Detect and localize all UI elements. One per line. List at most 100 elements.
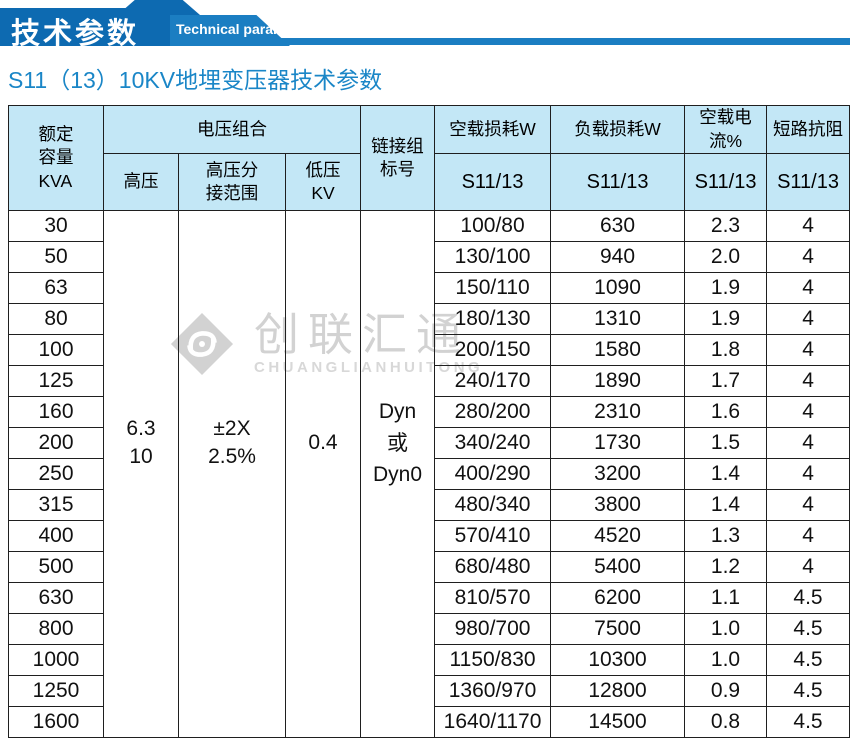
load-loss-cell: 6200: [550, 582, 686, 615]
kva-cell: 315: [8, 489, 104, 522]
header-sub-noload-current: S11/13: [684, 153, 768, 212]
header-sub-noload-loss: S11/13: [434, 153, 552, 212]
noload-current-cell: 1.6: [684, 396, 768, 429]
kva-cell: 400: [8, 520, 104, 553]
table-row: 100 200/150 1580 1.8 4: [8, 334, 850, 367]
kva-cell: 250: [8, 458, 104, 491]
header-noload-current: 空载电流%: [684, 104, 768, 155]
kva-cell: 1600: [8, 706, 104, 739]
impedance-cell: 4: [766, 272, 850, 305]
impedance-cell: 4: [766, 241, 850, 274]
kva-cell: 1000: [8, 644, 104, 677]
noload-loss-cell: 400/290: [434, 458, 552, 491]
noload-loss-cell: 180/130: [434, 303, 552, 336]
impedance-cell: 4: [766, 489, 850, 522]
noload-current-cell: 2.0: [684, 241, 768, 274]
noload-current-cell: 1.0: [684, 613, 768, 646]
noload-loss-cell: 810/570: [434, 582, 552, 615]
noload-loss-cell: 1640/1170: [434, 706, 552, 739]
header-impedance: 短路抗阻: [766, 104, 850, 155]
load-loss-cell: 1090: [550, 272, 686, 305]
noload-loss-cell: 340/240: [434, 427, 552, 460]
kva-cell: 200: [8, 427, 104, 460]
load-loss-cell: 1580: [550, 334, 686, 367]
impedance-cell: 4.5: [766, 675, 850, 708]
impedance-cell: 4: [766, 210, 850, 243]
noload-current-cell: 1.7: [684, 365, 768, 398]
noload-loss-cell: 680/480: [434, 551, 552, 584]
noload-loss-cell: 240/170: [434, 365, 552, 398]
impedance-cell: 4: [766, 458, 850, 491]
table-row: 80 180/130 1310 1.9 4: [8, 303, 850, 336]
noload-current-cell: 1.0: [684, 644, 768, 677]
header-voltage-group: 电压组合: [102, 104, 362, 155]
table-header: 额定 容量 KVA 电压组合 链接组 标号 空载损耗W 负载损耗W 空载电流% …: [8, 104, 850, 212]
noload-current-cell: 0.9: [684, 675, 768, 708]
header-sub-load-loss: S11/13: [550, 153, 686, 212]
impedance-cell: 4: [766, 551, 850, 584]
noload-loss-cell: 480/340: [434, 489, 552, 522]
noload-current-cell: 1.4: [684, 458, 768, 491]
header-capacity-label: 额定 容量 KVA: [38, 123, 74, 191]
noload-current-cell: 1.9: [684, 272, 768, 305]
noload-loss-cell: 100/80: [434, 210, 552, 243]
load-loss-cell: 3800: [550, 489, 686, 522]
impedance-cell: 4: [766, 365, 850, 398]
noload-current-cell: 0.8: [684, 706, 768, 739]
kva-cell: 100: [8, 334, 104, 367]
load-loss-cell: 10300: [550, 644, 686, 677]
load-loss-cell: 940: [550, 241, 686, 274]
impedance-cell: 4: [766, 303, 850, 336]
noload-current-cell: 1.5: [684, 427, 768, 460]
kva-cell: 63: [8, 272, 104, 305]
table-row: 63 150/110 1090 1.9 4: [8, 272, 850, 305]
header-sub-impedance: S11/13: [766, 153, 850, 212]
table-row: 400 570/410 4520 1.3 4: [8, 520, 850, 553]
header-vector-group: 链接组 标号: [360, 104, 436, 212]
lv-merged-cell: 0.4: [284, 210, 362, 739]
impedance-cell: 4.5: [766, 613, 850, 646]
kva-cell: 80: [8, 303, 104, 336]
impedance-cell: 4: [766, 334, 850, 367]
noload-loss-cell: 570/410: [434, 520, 552, 553]
kva-cell: 500: [8, 551, 104, 584]
noload-current-cell: 1.2: [684, 551, 768, 584]
header-noload-loss: 空载损耗W: [434, 104, 552, 155]
noload-current-cell: 1.9: [684, 303, 768, 336]
hv-merged-cell: 6.3 10: [103, 210, 179, 739]
header-capacity: 额定 容量 KVA: [8, 104, 104, 212]
impedance-cell: 4.5: [766, 706, 850, 739]
kva-cell: 160: [8, 396, 104, 429]
impedance-cell: 4: [766, 427, 850, 460]
noload-current-cell: 1.8: [684, 334, 768, 367]
banner-underline: [278, 38, 850, 45]
load-loss-cell: 3200: [550, 458, 686, 491]
load-loss-cell: 14500: [550, 706, 686, 739]
noload-loss-cell: 150/110: [434, 272, 552, 305]
banner-title-block: [0, 8, 172, 46]
header-hv-tap: 高压分 接范围: [178, 153, 286, 212]
table-row: 1600 1640/1170 14500 0.8 4.5: [8, 706, 850, 739]
noload-loss-cell: 130/100: [434, 241, 552, 274]
banner-title-en: Technical parameter: [176, 21, 312, 37]
table-row: 200 340/240 1730 1.5 4: [8, 427, 850, 460]
table-row: 800 980/700 7500 1.0 4.5: [8, 613, 850, 646]
impedance-cell: 4: [766, 396, 850, 429]
load-loss-cell: 1730: [550, 427, 686, 460]
kva-cell: 800: [8, 613, 104, 646]
load-loss-cell: 12800: [550, 675, 686, 708]
header-lv: 低压 KV: [284, 153, 362, 212]
impedance-cell: 4: [766, 520, 850, 553]
noload-loss-cell: 1360/970: [434, 675, 552, 708]
header-load-loss: 负载损耗W: [550, 104, 686, 155]
parameter-table-wrapper: 创联汇通 CHUANGLIANHUITONG 额定 容量 KVA 电压组合 链接…: [8, 104, 850, 739]
table-row: 30 6.3 10 ±2X 2.5% 0.4 Dyn 或 Dyn0 100/80 630 2.…: [8, 210, 850, 739]
hv-tap-merged-cell: ±2X 2.5%: [178, 210, 286, 739]
noload-loss-cell: 280/200: [434, 396, 552, 429]
table-body: 30 6.3 10 ±2X 2.5% 0.4 Dyn 或 Dyn0 100/80 630 2.…: [8, 210, 850, 739]
kva-cell: 630: [8, 582, 104, 615]
kva-cell: 50: [8, 241, 104, 274]
load-loss-cell: 1310: [550, 303, 686, 336]
section-subtitle: S11（13）10KV地埋变压器技术参数: [8, 67, 383, 93]
table-row: 50 130/100 940 2.0 4: [8, 241, 850, 274]
